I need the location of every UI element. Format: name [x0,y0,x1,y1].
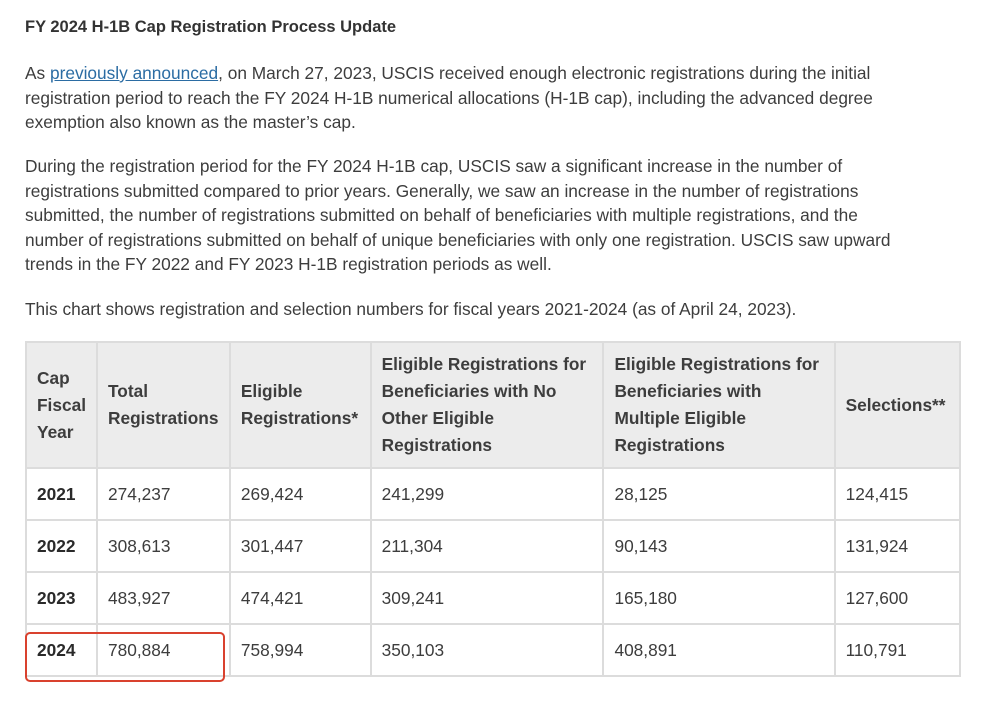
table-cell: 274,237 [96,467,231,521]
table-cell: 758,994 [228,623,372,677]
column-header: Eligible Registrations* [228,341,372,469]
text-line: This chart shows registration and select… [25,299,797,319]
text-line: number of registrations submitted on beh… [25,229,891,250]
highlight-box-2024 [25,632,225,682]
table-cell: 124,415 [833,467,962,521]
header-text: Registrations [614,435,725,455]
paragraph-intro: As previously announced, on March 27, 20… [25,61,873,135]
paragraph-trends: During the registration period for the F… [25,154,891,277]
table-cell: 309,241 [369,571,605,625]
table-row: 2022 308,613 301,447 211,304 90,143 131,924 [25,519,962,573]
text: As [25,63,50,83]
text-line: exemption also known as the master’s cap… [25,112,356,132]
column-header: Total Registrations [96,341,231,469]
text: , on March 27, 2023, USCIS received enou… [218,63,871,83]
header-text: Selections** [845,394,946,415]
text-line: registration period to reach the FY 2024… [25,87,873,108]
table-cell: 241,299 [369,467,605,521]
column-header: Selections** [833,341,962,469]
text-line: trends in the FY 2022 and FY 2023 H-1B r… [25,254,552,274]
text-line: registrations submitted compared to prio… [25,180,859,201]
table-cell: 269,424 [228,467,372,521]
header-text: Eligible [240,381,303,401]
header-text: Registrations [108,408,219,428]
table-cell: 308,613 [96,519,231,573]
paragraph-chart-intro: This chart shows registration and select… [25,297,796,322]
header-text: Registrations [381,435,493,455]
column-header: Cap Fiscal Year [25,341,98,469]
header-text: Beneficiaries with [614,381,762,401]
header-text: Eligible Registrations for [614,354,819,374]
fiscal-year-cell: 2023 [25,571,98,625]
table-cell: 474,421 [228,571,372,625]
table-cell: 131,924 [833,519,962,573]
fiscal-year-cell: 2022 [25,519,98,573]
header-text: Year [37,421,74,442]
header-text: Beneficiaries with No [381,381,557,401]
header-text: Registrations* [240,408,359,428]
text-line: submitted, the number of registrations s… [25,205,858,225]
header-text: Multiple Eligible [614,408,746,428]
previously-announced-link[interactable]: previously announced [49,63,219,83]
column-header: Eligible Registrations for Beneficiaries … [602,341,836,469]
table-cell: 28,125 [602,467,836,521]
table-cell: 211,304 [369,519,605,573]
table-row: 2023 483,927 474,421 309,241 165,180 127,600 [25,571,962,625]
table-cell: 408,891 [602,623,836,677]
registration-table: Cap Fiscal Year Total Registrations Eligible R… [25,341,962,677]
fiscal-year-cell: 2021 [25,467,98,521]
header-text: Total [108,381,148,401]
table-cell: 127,600 [833,571,962,625]
table-row: 2021 274,237 269,424 241,299 28,125 124,415 [25,467,962,521]
page-title: FY 2024 H-1B Cap Registration Process Up… [25,18,397,36]
table-cell: 301,447 [228,519,372,573]
table-cell: 165,180 [602,571,836,625]
table-cell: 483,927 [96,571,231,625]
text-line: During the registration period for the F… [25,156,843,176]
column-header: Eligible Registrations for Beneficiaries … [369,341,605,469]
header-text: Eligible Registrations for [381,354,587,374]
table-cell: 350,103 [369,623,605,677]
table-header-row: Cap Fiscal Year Total Registrations Eligible R… [25,341,962,469]
header-text: Other Eligible [381,408,494,428]
table-row: 2024 780,884 758,994 350,103 408,891 110,791 [25,623,962,677]
table-cell: 110,791 [833,623,962,677]
header-text: Fiscal [37,394,86,415]
header-text: Cap [37,367,70,388]
table-cell: 90,143 [602,519,836,573]
